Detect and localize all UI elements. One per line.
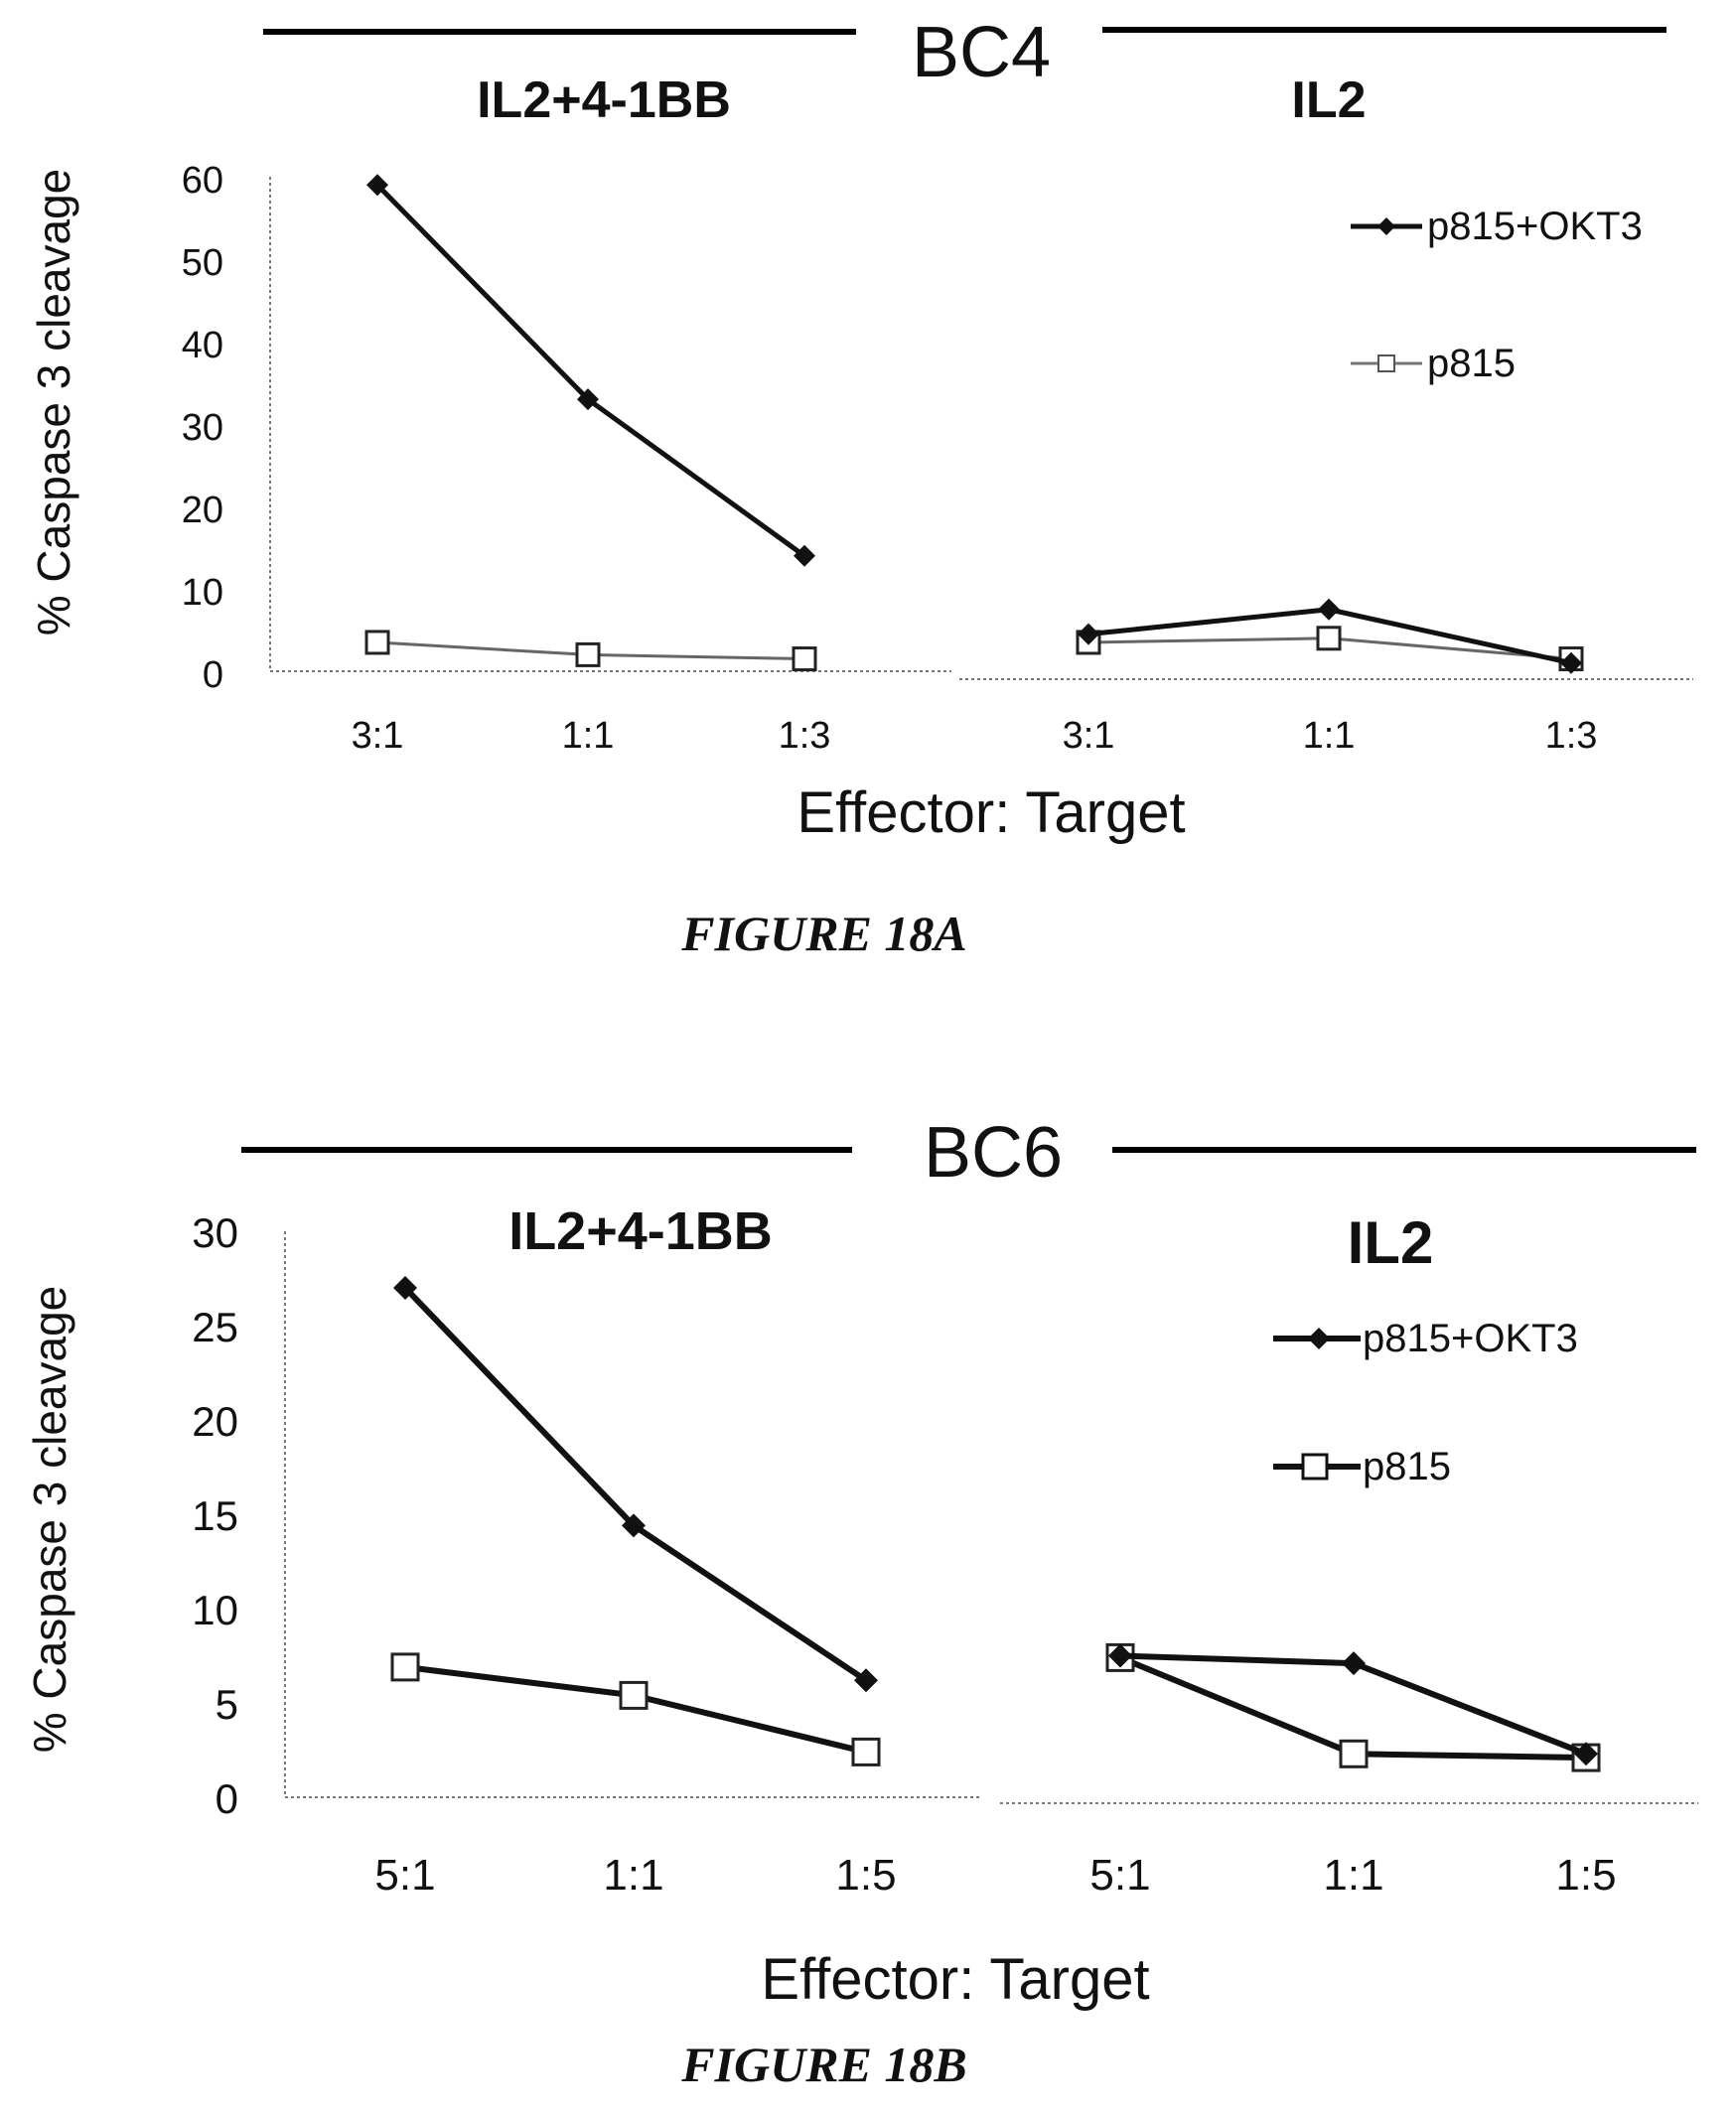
y-tick-labels: 0 10 20 30 40 50 60 <box>182 160 223 696</box>
y-tick-label: 10 <box>182 572 223 614</box>
panel-title-right: IL2 <box>1291 71 1366 129</box>
legend-label: p815+OKT3 <box>1427 205 1643 248</box>
y-tick-label: 50 <box>182 242 223 284</box>
data-point-square <box>792 646 817 672</box>
y-tick-label: 20 <box>192 1398 238 1445</box>
series-line <box>402 1285 868 1683</box>
data-point-square <box>1339 1739 1369 1768</box>
y-tick-label: 25 <box>192 1304 238 1350</box>
x-tick-labels: 5:1 1:1 1:5 5:1 1:1 1:5 <box>374 1851 1616 1900</box>
x-tick-label: 3:1 <box>1063 715 1115 757</box>
legend-diamond-marker <box>1377 217 1395 235</box>
panel-title-left: IL2+4-1BB <box>508 1201 773 1261</box>
data-point-diamond <box>794 544 815 567</box>
data-point-square <box>851 1737 881 1766</box>
x-tick-label: 1:5 <box>1555 1851 1616 1900</box>
y-tick-label: 5 <box>216 1681 238 1728</box>
data-point-diamond <box>1318 598 1340 621</box>
y-tick-label: 0 <box>203 654 223 696</box>
x-tick-label: 5:1 <box>1089 1851 1150 1900</box>
x-tick-label: 1:1 <box>603 1851 663 1900</box>
series-line <box>375 183 806 558</box>
legend-label: p815+OKT3 <box>1363 1317 1578 1360</box>
y-tick-label: 60 <box>182 160 223 202</box>
data-point-diamond <box>622 1513 646 1538</box>
figure-caption: FIGURE 18B <box>680 2037 967 2092</box>
plot-area <box>364 174 1584 674</box>
x-axis-label: Effector: Target <box>796 780 1185 845</box>
y-axis-label: % Caspase 3 cleavage <box>24 1286 75 1754</box>
figure-18b: BC6 IL2+4-1BB IL2 % Caspase 3 cleavage 0… <box>24 1113 1698 2092</box>
data-point-diamond <box>1342 1651 1366 1676</box>
data-point-square <box>390 1652 420 1682</box>
legend-diamond-marker <box>1308 1328 1330 1349</box>
y-tick-labels: 0 5 10 15 20 25 30 <box>192 1209 238 1822</box>
legend-label: p815 <box>1427 342 1516 385</box>
y-tick-label: 30 <box>192 1209 238 1256</box>
x-tick-label: 5:1 <box>374 1851 435 1900</box>
data-point-square <box>364 630 390 655</box>
x-tick-label: 1:1 <box>1323 1851 1383 1900</box>
data-point-diamond <box>1560 651 1582 674</box>
y-tick-label: 0 <box>216 1775 238 1822</box>
data-point-diamond <box>393 1276 417 1300</box>
x-tick-label: 1:1 <box>562 715 615 757</box>
x-tick-label: 1:1 <box>1303 715 1356 757</box>
panel-title-right: IL2 <box>1348 1209 1434 1276</box>
x-tick-label: 1:5 <box>835 1851 896 1900</box>
legend-label: p815 <box>1363 1445 1451 1488</box>
figure-header: BC4 <box>912 13 1051 92</box>
x-tick-label: 3:1 <box>352 715 404 757</box>
legend-square-marker <box>1377 354 1395 372</box>
legend-square-marker <box>1301 1453 1329 1481</box>
panel-title-left: IL2+4-1BB <box>477 71 731 129</box>
x-tick-label: 1:3 <box>779 715 831 757</box>
legend: p815+OKT3 p815 <box>1351 205 1643 385</box>
data-point-square <box>1316 626 1342 651</box>
data-point-square <box>619 1680 649 1710</box>
data-point-diamond <box>1574 1742 1598 1766</box>
figure-caption: FIGURE 18A <box>680 906 967 961</box>
data-point-diamond <box>577 388 599 411</box>
data-point-diamond <box>854 1668 878 1693</box>
y-axis-label: % Caspase 3 cleavage <box>28 169 79 636</box>
figure-header: BC6 <box>924 1113 1063 1193</box>
data-point-diamond <box>1108 1643 1132 1668</box>
x-tick-label: 1:3 <box>1545 715 1598 757</box>
data-point-diamond <box>1078 623 1099 645</box>
y-tick-label: 40 <box>182 325 223 366</box>
figure-18a: BC4 IL2+4-1BB IL2 % Caspase 3 cleavage 0… <box>28 13 1693 961</box>
data-point-diamond <box>366 174 388 197</box>
x-axis-label: Effector: Target <box>761 1947 1149 2012</box>
y-tick-label: 10 <box>192 1587 238 1633</box>
y-tick-label: 30 <box>182 407 223 449</box>
y-tick-label: 20 <box>182 490 223 531</box>
data-point-square <box>575 641 601 667</box>
legend: p815+OKT3 p815 <box>1273 1317 1578 1488</box>
y-tick-label: 15 <box>192 1492 238 1539</box>
x-tick-labels: 3:1 1:1 1:3 3:1 1:1 1:3 <box>352 715 1598 757</box>
plot-area <box>390 1276 1601 1772</box>
